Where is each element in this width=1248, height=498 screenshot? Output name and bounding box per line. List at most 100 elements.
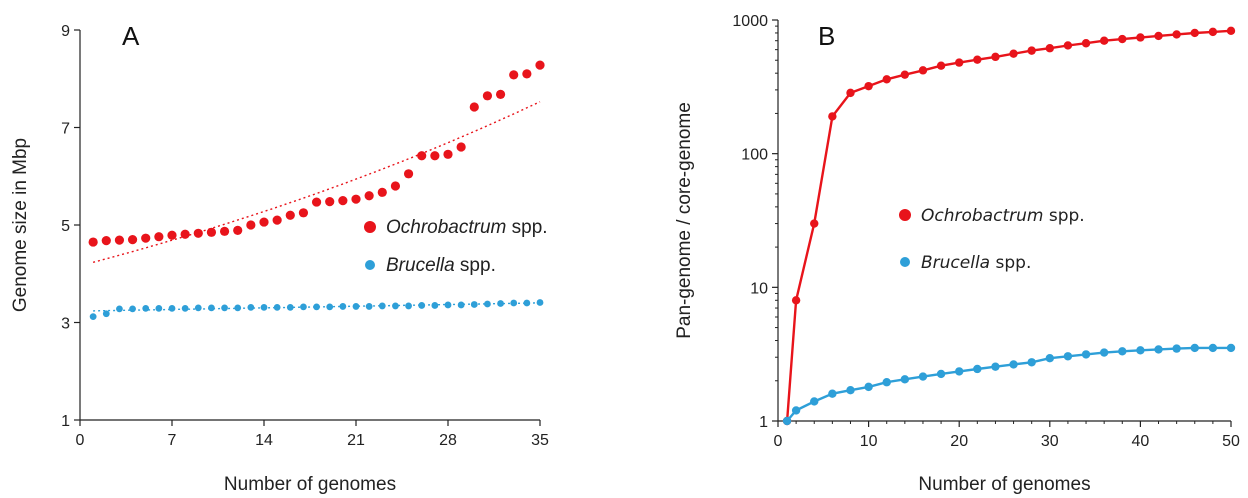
data-point-s0-33 <box>522 69 532 79</box>
data-point-s1-19 <box>1118 347 1127 356</box>
data-point-s1-31 <box>497 300 504 307</box>
legend-label-italic: Ochrobactrum <box>386 217 506 238</box>
data-point-s1-13 <box>1009 360 1018 369</box>
data-point-s0-21 <box>364 191 374 201</box>
x-tick-label: 28 <box>439 432 457 449</box>
legend-label-suffix: spp. <box>1043 206 1084 226</box>
data-point-s0-30 <box>482 91 493 101</box>
x-tick-label: 0 <box>76 432 85 449</box>
data-point-s0-27 <box>443 149 453 159</box>
y-tick-label: 1 <box>759 414 768 431</box>
legend-marker-0 <box>364 221 376 233</box>
y-axis-label: Genome size in Mbp <box>10 138 31 312</box>
legend-marker-0 <box>899 209 911 221</box>
data-point-s1-6 <box>168 304 176 312</box>
data-point-s1-9 <box>208 304 215 312</box>
data-point-s0-20 <box>1136 33 1145 42</box>
data-point-s1-15 <box>286 303 294 311</box>
legend-marker-1 <box>365 260 375 270</box>
data-point-s0-14 <box>272 215 282 225</box>
data-point-s1-17 <box>313 303 320 311</box>
data-point-s0-13 <box>1009 49 1018 58</box>
data-point-s1-0 <box>782 416 792 426</box>
legend-label-suffix: spp. <box>506 217 547 238</box>
x-tick-label: 35 <box>531 432 549 449</box>
legend-label-0: Ochrobactrum spp. <box>386 217 548 238</box>
data-point-s1-15 <box>1045 354 1055 363</box>
data-point-s0-18 <box>325 197 335 207</box>
data-point-s0-23 <box>1190 28 1199 38</box>
data-point-s1-19 <box>339 303 347 310</box>
data-point-s1-24 <box>1208 343 1218 353</box>
data-point-s0-17 <box>311 197 322 207</box>
x-tick-label: 7 <box>168 432 177 449</box>
y-tick-label: 1000 <box>732 13 768 30</box>
data-point-s0-9 <box>936 61 946 70</box>
data-point-s1-8 <box>918 372 928 381</box>
data-point-s0-0 <box>88 237 98 247</box>
data-point-s1-7 <box>181 304 189 312</box>
data-point-s1-17 <box>1081 350 1091 359</box>
data-point-s1-25 <box>418 302 426 309</box>
data-point-s1-8 <box>194 304 202 312</box>
data-point-s1-23 <box>392 302 399 310</box>
data-point-s1-21 <box>1154 345 1163 354</box>
y-tick-label: 100 <box>741 147 768 164</box>
data-point-s1-20 <box>352 303 360 310</box>
data-point-s1-23 <box>1190 343 1199 353</box>
data-point-s0-11 <box>973 55 982 64</box>
data-point-s1-5 <box>864 382 873 392</box>
data-point-s1-12 <box>991 362 1000 371</box>
data-point-s0-3 <box>127 235 138 245</box>
data-point-s0-17 <box>1081 39 1091 48</box>
data-point-s1-33 <box>523 299 531 307</box>
data-point-s0-15 <box>1045 44 1055 53</box>
data-point-s0-6 <box>882 75 891 84</box>
x-tick-label: 21 <box>347 432 365 449</box>
data-point-s0-14 <box>1027 46 1036 55</box>
data-point-s1-20 <box>1136 346 1145 355</box>
data-point-s0-7 <box>180 229 190 239</box>
data-point-s1-14 <box>273 303 281 311</box>
data-point-s0-7 <box>900 70 910 79</box>
data-point-s1-11 <box>973 364 982 374</box>
data-point-s1-4 <box>846 385 855 395</box>
x-tick-label: 14 <box>255 432 273 449</box>
data-point-s1-14 <box>1027 358 1036 367</box>
data-point-s1-2 <box>810 397 819 406</box>
x-axis-label: Number of genomes <box>224 474 396 495</box>
data-point-s0-24 <box>1208 27 1218 37</box>
panel-label: A <box>122 21 140 51</box>
data-point-s1-29 <box>470 301 478 308</box>
data-point-s0-22 <box>1172 30 1181 39</box>
x-tick-label: 50 <box>1222 433 1240 450</box>
data-point-s0-12 <box>246 220 256 230</box>
y-tick-label: 7 <box>61 121 70 138</box>
y-tick-label: 1 <box>61 413 70 430</box>
data-point-s0-8 <box>193 228 203 238</box>
data-point-s0-5 <box>154 232 164 242</box>
data-point-s0-9 <box>206 227 217 237</box>
data-point-s1-16 <box>1063 352 1073 361</box>
legend-label-1: Brucella spp. <box>921 253 1031 273</box>
legend-label-suffix: spp. <box>990 253 1031 273</box>
x-tick-label: 10 <box>860 433 878 450</box>
data-point-s0-20 <box>351 194 361 204</box>
data-point-s0-25 <box>1226 26 1236 36</box>
data-point-s0-18 <box>1099 36 1109 45</box>
x-tick-label: 30 <box>1041 433 1059 450</box>
data-point-s0-12 <box>991 52 1000 62</box>
data-point-s1-1 <box>791 406 801 415</box>
data-point-s0-16 <box>298 208 309 218</box>
data-point-s0-15 <box>285 210 295 220</box>
data-point-s0-31 <box>495 89 506 99</box>
legend-label-italic: Brucella <box>921 253 990 273</box>
data-point-s0-34 <box>535 60 545 70</box>
data-point-s1-11 <box>234 304 242 312</box>
data-point-s0-23 <box>390 181 401 191</box>
data-point-s1-1 <box>102 310 110 318</box>
x-axis-label: Number of genomes <box>918 474 1090 495</box>
legend-label-italic: Ochrobactrum <box>921 206 1043 226</box>
data-point-s1-5 <box>155 304 163 312</box>
data-point-s1-27 <box>444 301 452 309</box>
